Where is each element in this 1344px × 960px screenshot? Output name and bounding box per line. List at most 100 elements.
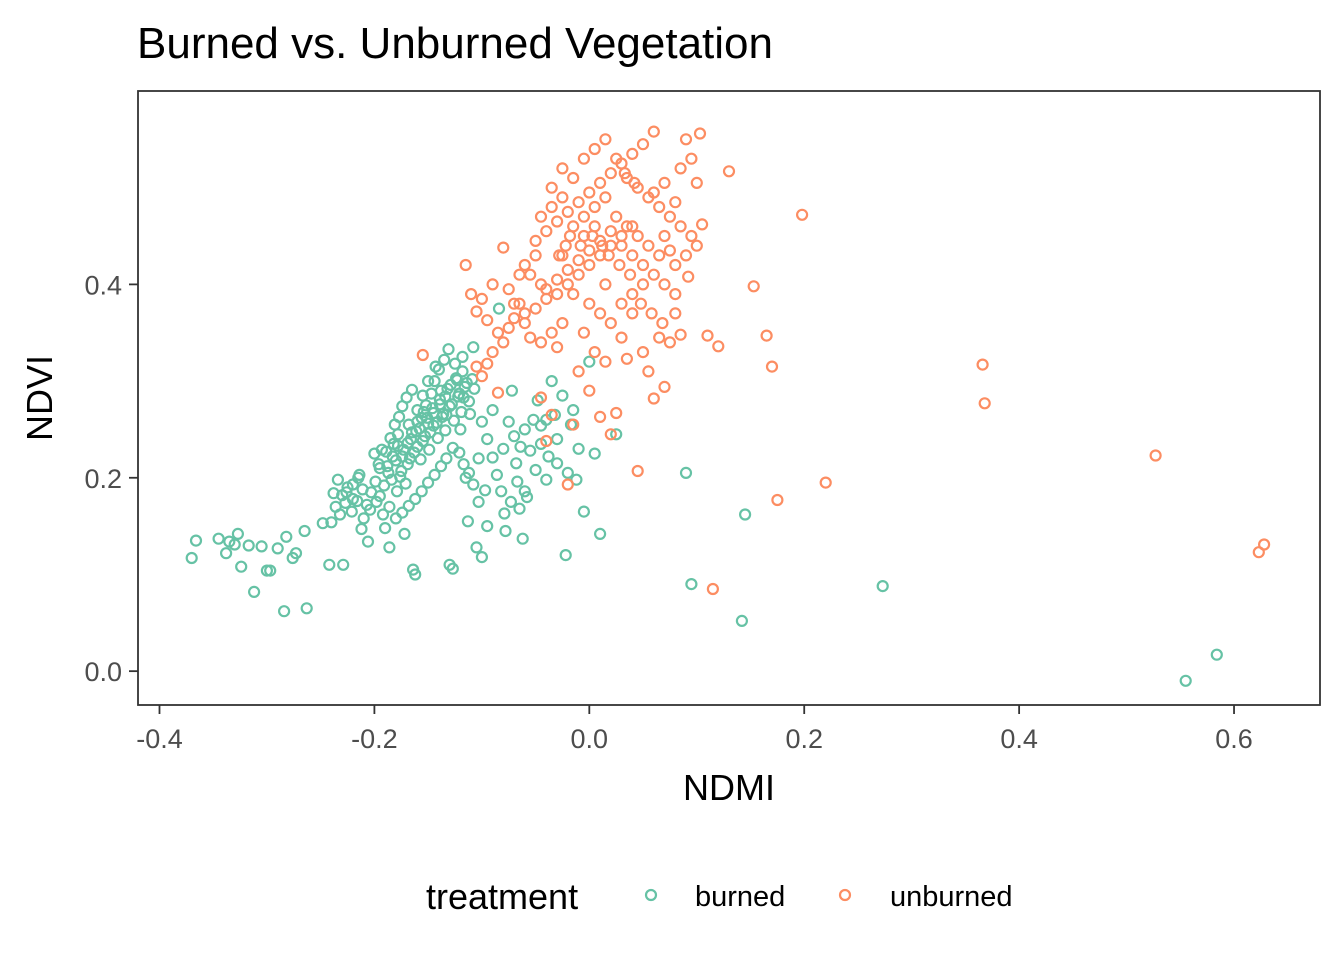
point-burned (679, 466, 693, 479)
point-burned (385, 473, 398, 486)
point-burned (402, 499, 415, 512)
point-unburned (572, 254, 585, 267)
point-burned (235, 560, 248, 573)
point-burned (507, 430, 521, 443)
point-unburned (690, 176, 703, 189)
point-unburned (645, 307, 658, 320)
point-unburned (586, 229, 599, 243)
point-unburned (626, 147, 639, 160)
point-unburned (653, 200, 666, 214)
point-unburned (669, 307, 682, 320)
point-unburned (760, 329, 773, 342)
point-burned (428, 468, 441, 481)
point-unburned (561, 278, 574, 291)
point-unburned (669, 288, 682, 301)
x-tick-label: 0.2 (785, 724, 823, 754)
point-unburned (574, 239, 587, 252)
point-burned (463, 407, 477, 421)
point-unburned (524, 268, 537, 281)
point-burned (298, 524, 311, 538)
point-burned (486, 404, 499, 417)
point-unburned (669, 196, 682, 209)
point-unburned (486, 278, 499, 291)
point-unburned (653, 249, 666, 262)
point-unburned (502, 321, 515, 334)
point-unburned (771, 493, 784, 507)
point-unburned (1149, 449, 1162, 462)
point-unburned (679, 249, 693, 262)
point-unburned (545, 200, 558, 214)
point-burned (559, 548, 572, 562)
point-burned (325, 516, 338, 529)
point-burned (505, 384, 518, 397)
point-unburned (663, 244, 677, 257)
point-burned (425, 387, 438, 400)
point-unburned (491, 326, 505, 339)
legend-label-burned: burned (695, 881, 785, 913)
point-unburned (626, 288, 639, 301)
point-unburned (658, 176, 671, 189)
point-burned (504, 495, 517, 508)
point-burned (428, 375, 441, 388)
point-unburned (658, 278, 671, 291)
point-unburned (593, 307, 607, 320)
point-unburned (561, 263, 574, 276)
point-unburned (588, 346, 601, 359)
point-burned (456, 365, 469, 378)
point-unburned (682, 270, 695, 283)
point-unburned (623, 268, 637, 281)
y-axis: 0.0 0.2 0.4 (84, 270, 138, 687)
point-unburned (475, 292, 488, 305)
point-burned (278, 605, 291, 618)
point-burned (409, 492, 422, 506)
point-burned (364, 503, 377, 516)
point-unburned (653, 331, 666, 344)
point-unburned (599, 355, 612, 368)
point-unburned (567, 288, 580, 301)
point-burned (472, 495, 485, 508)
point-burned (577, 505, 591, 518)
legend: treatment burned unburned (426, 876, 1013, 917)
point-unburned (1257, 538, 1271, 551)
point-unburned (626, 307, 639, 320)
point-unburned (556, 317, 569, 330)
point-burned (434, 460, 448, 473)
point-burned (545, 375, 558, 388)
point-burned (442, 343, 455, 356)
point-burned (490, 468, 503, 481)
point-burned (439, 390, 452, 403)
point-unburned (604, 428, 617, 441)
point-unburned (712, 340, 725, 353)
legend-label-unburned: unburned (890, 881, 1013, 913)
point-unburned (596, 239, 609, 252)
point-burned (516, 532, 529, 545)
point-unburned (507, 297, 521, 310)
point-burned (316, 517, 329, 530)
point-burned (456, 350, 469, 363)
point-unburned (529, 302, 542, 315)
point-burned (486, 451, 499, 464)
point-unburned (572, 196, 585, 209)
point-unburned (679, 133, 693, 146)
point-unburned (502, 283, 515, 296)
point-unburned (647, 186, 660, 199)
point-burned (472, 452, 485, 465)
point-unburned (540, 434, 553, 448)
point-unburned (567, 418, 580, 431)
point-burned (346, 492, 359, 506)
point-unburned (819, 476, 832, 489)
point-burned (439, 424, 452, 437)
point-burned (289, 547, 303, 560)
point-burned (495, 485, 508, 498)
point-burned (735, 614, 749, 628)
point-burned (447, 414, 460, 427)
point-burned (242, 539, 255, 552)
point-unburned (563, 229, 577, 243)
point-burned (454, 423, 467, 436)
legend-key-unburned (838, 888, 852, 902)
point-unburned (491, 386, 505, 399)
point-unburned (529, 234, 542, 247)
point-unburned (695, 218, 709, 231)
point-burned (361, 535, 375, 548)
point-burned (475, 415, 488, 428)
